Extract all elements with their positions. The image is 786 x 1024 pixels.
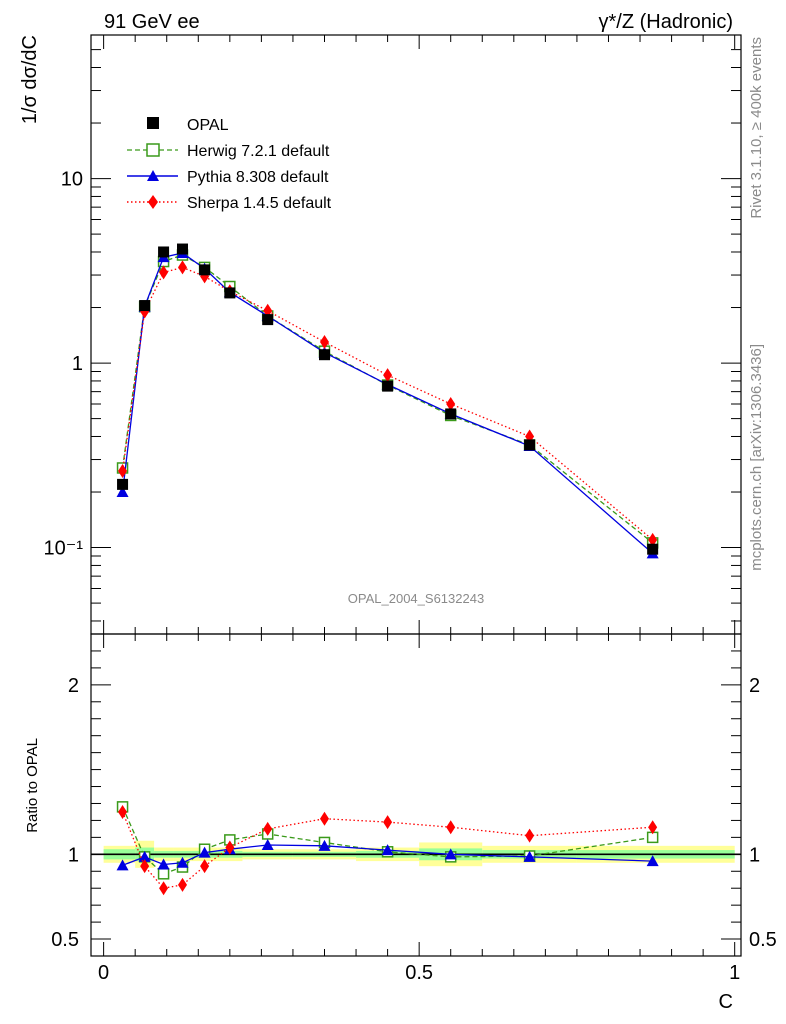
ratio-pythia-point <box>381 844 394 856</box>
ratio-sherpa-point <box>118 804 128 819</box>
ratio-sherpa-point <box>159 881 169 896</box>
main-opal-point <box>117 478 129 490</box>
main-sherpa-point <box>118 463 128 478</box>
ratio-sherpa-point <box>319 811 329 826</box>
main-opal-point <box>262 314 274 326</box>
x-axis-label: C <box>719 991 733 1013</box>
ratio-sherpa-point <box>263 821 273 836</box>
x-tick-label: 0 <box>98 962 109 984</box>
main-pythia-point <box>116 486 129 498</box>
ratio-pythia-point <box>646 855 659 867</box>
ratio-panel-frame <box>90 633 742 957</box>
legend-herwig-marker <box>146 143 160 157</box>
main-sherpa-point <box>159 265 169 280</box>
ratio-pythia-point <box>116 859 129 871</box>
x-tick-label: 1 <box>729 962 740 984</box>
ratio-sherpa-point <box>446 820 456 835</box>
mcplots-credit-text: mcplots.cern.ch [arXiv:1306.3436] <box>748 344 765 571</box>
main-y-tick-label: 10⁻¹ <box>44 538 84 560</box>
legend-pythia-marker <box>147 170 159 181</box>
main-opal-point <box>445 408 457 420</box>
main-sherpa-line <box>121 266 654 541</box>
ratio-sherpa-point <box>525 828 535 843</box>
ratio-herwig-point <box>157 868 170 880</box>
main-opal-point <box>524 439 536 451</box>
ratio-y-tick-label-right: 0.5 <box>749 929 777 951</box>
ratio-y-tick-label: 2 <box>68 675 79 697</box>
ratio-panel-axes: 0 0.5 1 0.5 0.5 1 1 2 2 <box>51 633 777 984</box>
rivet-version-text: Rivet 3.1.10, ≥ 400k events <box>748 37 765 219</box>
ratio-y-axis-label: Ratio to OPAL <box>24 738 41 833</box>
header-right: γ*/Z (Hadronic) <box>599 11 733 33</box>
ratio-y-tick-label: 1 <box>68 844 79 866</box>
ratio-panel-series <box>116 801 659 896</box>
ratio-pythia-point <box>198 846 211 858</box>
ratio-sherpa-point <box>200 859 210 874</box>
main-sherpa-point <box>178 260 188 275</box>
main-y-tick-label: 1 <box>72 353 83 375</box>
main-panel-series <box>116 243 659 559</box>
ratio-y-tick-label-right: 1 <box>749 844 760 866</box>
main-opal-point <box>177 243 189 255</box>
main-opal-point <box>224 287 236 299</box>
ratio-sherpa-point <box>178 877 188 892</box>
analysis-watermark: OPAL_2004_S6132243 <box>348 591 484 606</box>
ratio-pythia-point <box>318 839 331 851</box>
main-herwig-line <box>121 254 654 544</box>
ratio-pythia-point <box>138 850 151 862</box>
main-y-tick-label: 10 <box>61 169 83 191</box>
ratio-pythia-point <box>523 850 536 862</box>
x-tick-label: 0.5 <box>405 962 433 984</box>
ratio-sherpa-point <box>648 820 658 835</box>
main-opal-point <box>199 264 211 276</box>
legend-opal-marker <box>147 117 159 129</box>
header-left: 91 GeV ee <box>104 11 200 33</box>
main-y-axis-label: 1/σ dσ/dC <box>19 35 41 124</box>
ratio-pythia-point <box>261 838 274 850</box>
legend-pythia-label: Pythia 8.308 default <box>187 169 329 186</box>
ratio-sherpa-point <box>225 840 235 855</box>
legend-herwig-label: Herwig 7.2.1 default <box>187 143 330 160</box>
ratio-pythia-line <box>122 844 653 866</box>
ratio-y-tick-label: 0.5 <box>51 929 79 951</box>
ratio-pythia-point <box>157 858 170 870</box>
main-opal-point <box>382 380 394 392</box>
main-opal-point <box>647 543 659 555</box>
legend-sherpa-label: Sherpa 1.4.5 default <box>187 195 332 212</box>
main-pythia-line <box>121 252 654 554</box>
main-sherpa-point <box>446 396 456 411</box>
ratio-sherpa-point <box>383 815 393 830</box>
main-opal-point <box>318 349 330 361</box>
main-panel-axes: 10⁻¹ 1 10 <box>44 34 742 635</box>
main-sherpa-point <box>383 368 393 383</box>
ratio-sherpa-line <box>121 811 653 889</box>
main-opal-point <box>139 300 151 312</box>
main-sherpa-point <box>319 335 329 350</box>
main-sherpa-point <box>648 532 658 547</box>
ratio-sherpa-point <box>140 859 150 874</box>
ratio-y-tick-label-right: 2 <box>749 675 760 697</box>
legend: OPAL Herwig 7.2.1 default Pythia 8.308 d… <box>127 117 332 212</box>
main-opal-point <box>158 246 170 258</box>
ratio-pythia-point <box>176 856 189 868</box>
ratio-pythia-point <box>444 848 457 860</box>
legend-sherpa-marker <box>148 195 158 209</box>
legend-opal-label: OPAL <box>187 117 229 134</box>
